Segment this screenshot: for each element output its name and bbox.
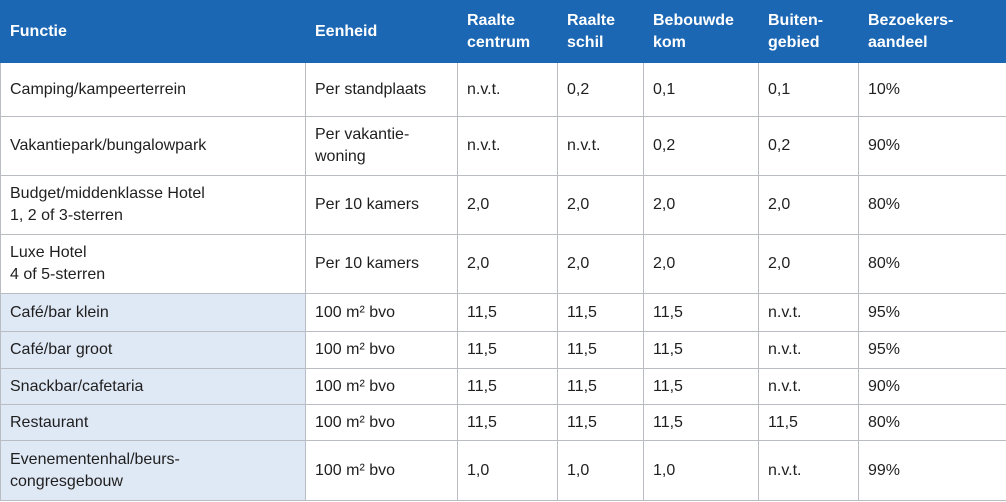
table-row: Snackbar/cafetaria 100 m² bvo 11,5 11,5 11,5… [0, 368, 1006, 405]
table-row: Luxe Hotel 4 of 5-sterren Per 10 kamers 2,… [0, 234, 1006, 294]
header-row: Functie Eenheid Raalte centrum Raalte schil… [0, 0, 1006, 63]
table-cell: 11,5 [557, 331, 644, 369]
table-cell: 2,0 [643, 175, 759, 235]
table-cell: n.v.t. [457, 116, 558, 176]
table-cell: Budget/middenklasse Hotel 1, 2 of 3-ster… [0, 175, 306, 235]
table-cell: 11,5 [643, 293, 759, 332]
table-cell: 0,2 [643, 116, 759, 176]
table-cell: 100 m² bvo [305, 331, 458, 369]
header-cell: Raalte schil [557, 0, 644, 63]
table-cell: 100 m² bvo [305, 404, 458, 441]
table-cell: 80% [858, 404, 1006, 441]
table-cell: 90% [858, 116, 1006, 176]
table-cell: 11,5 [758, 404, 859, 441]
table-cell: Per standplaats [305, 62, 458, 117]
table-cell: 11,5 [557, 293, 644, 332]
table-cell: 0,1 [758, 62, 859, 117]
header-cell: Eenheid [305, 0, 458, 63]
table-cell: 11,5 [643, 404, 759, 441]
table-cell: 0,1 [643, 62, 759, 117]
table-cell: 2,0 [643, 234, 759, 294]
table-cell: n.v.t. [557, 116, 644, 176]
table-cell: 11,5 [457, 331, 558, 369]
table-cell: 99% [858, 440, 1006, 501]
table-cell: 0,2 [758, 116, 859, 176]
table-cell: 2,0 [557, 175, 644, 235]
table-cell: Café/bar groot [0, 331, 306, 369]
table-row: Evenementenhal/beurs- congresgebouw 100 m… [0, 440, 1006, 501]
table-cell: 95% [858, 331, 1006, 369]
table-cell: Luxe Hotel 4 of 5-sterren [0, 234, 306, 294]
table-cell: 1,0 [643, 440, 759, 501]
table-cell: 95% [858, 293, 1006, 332]
header-cell: Bezoekers- aandeel [858, 0, 1006, 63]
table-row: Budget/middenklasse Hotel 1, 2 of 3-ster… [0, 175, 1006, 235]
table-cell: 100 m² bvo [305, 440, 458, 501]
table-cell: Evenementenhal/beurs- congresgebouw [0, 440, 306, 501]
table-cell: n.v.t. [758, 331, 859, 369]
header-cell: Functie [0, 0, 306, 63]
table-cell: 1,0 [457, 440, 558, 501]
table-cell: n.v.t. [457, 62, 558, 117]
table-row: Camping/kampeerterrein Per standplaats n.v… [0, 62, 1006, 117]
header-cell: Raalte centrum [457, 0, 558, 63]
table-cell: 11,5 [643, 331, 759, 369]
table-cell: 11,5 [457, 293, 558, 332]
table-cell: Snackbar/cafetaria [0, 368, 306, 405]
table-cell: 100 m² bvo [305, 293, 458, 332]
table-cell: 1,0 [557, 440, 644, 501]
table-cell: 2,0 [457, 234, 558, 294]
table-cell: Restaurant [0, 404, 306, 441]
table-cell: 11,5 [457, 368, 558, 405]
table-cell: 11,5 [457, 404, 558, 441]
table-cell: Vakantiepark/bungalowpark [0, 116, 306, 176]
table-cell: 2,0 [457, 175, 558, 235]
table-cell: n.v.t. [758, 293, 859, 332]
table-cell: 80% [858, 234, 1006, 294]
header-cell: Buiten- gebied [758, 0, 859, 63]
table-cell: 10% [858, 62, 1006, 117]
table-cell: n.v.t. [758, 368, 859, 405]
table-cell: Camping/kampeerterrein [0, 62, 306, 117]
table-cell: 90% [858, 368, 1006, 405]
table-cell: Per vakantie- woning [305, 116, 458, 176]
table-cell: 2,0 [758, 234, 859, 294]
table-cell: 2,0 [557, 234, 644, 294]
table-cell: 80% [858, 175, 1006, 235]
table-cell: 11,5 [557, 404, 644, 441]
table-cell: Per 10 kamers [305, 175, 458, 235]
table-body: Camping/kampeerterrein Per standplaats n.v… [0, 62, 1006, 501]
table-cell: 0,2 [557, 62, 644, 117]
table-cell: Café/bar klein [0, 293, 306, 332]
table-cell: 2,0 [758, 175, 859, 235]
table-cell: n.v.t. [758, 440, 859, 501]
table-cell: Per 10 kamers [305, 234, 458, 294]
table-cell: 11,5 [643, 368, 759, 405]
table-cell: 100 m² bvo [305, 368, 458, 405]
header-cell: Bebouwde kom [643, 0, 759, 63]
table-row: Restaurant 100 m² bvo 11,5 11,5 11,5 11,5 80% [0, 404, 1006, 441]
table-row: Café/bar klein 100 m² bvo 11,5 11,5 11,5 n.v.… [0, 293, 1006, 332]
table-row: Café/bar groot 100 m² bvo 11,5 11,5 11,5 n.v.… [0, 331, 1006, 369]
table-cell: 11,5 [557, 368, 644, 405]
table-row: Vakantiepark/bungalowpark Per vakantie- w… [0, 116, 1006, 176]
